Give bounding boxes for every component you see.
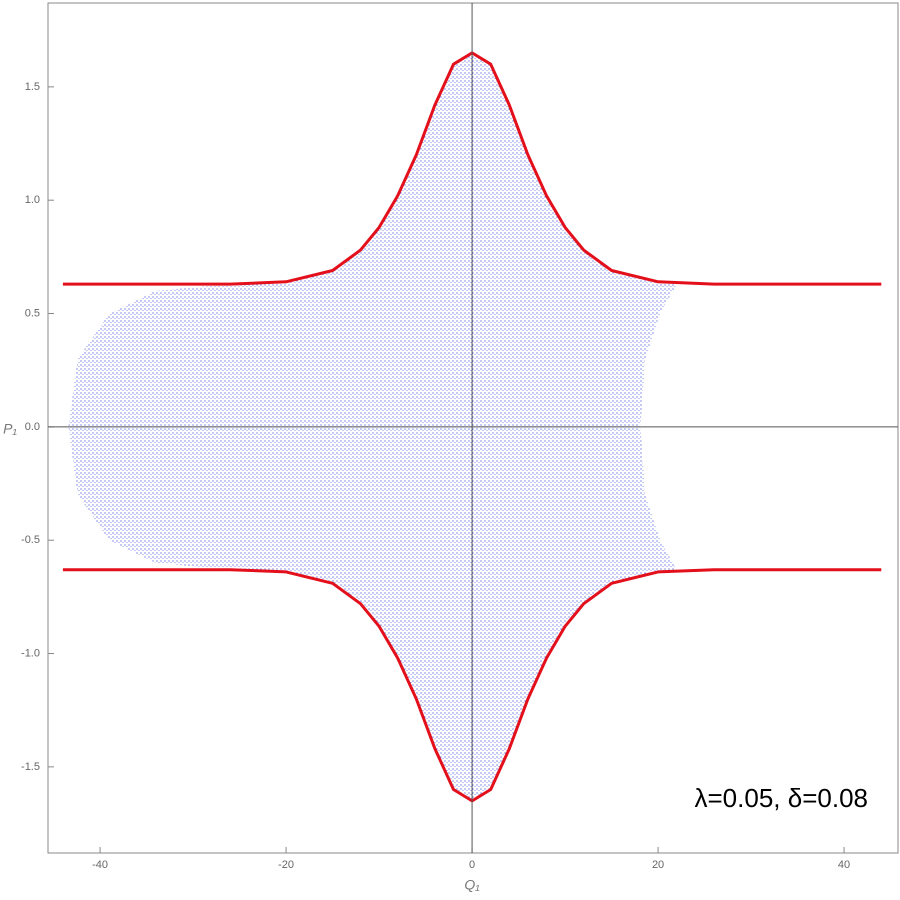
y-axis-label: P₁ xyxy=(3,421,17,437)
x-tick-label: 20 xyxy=(652,859,664,871)
y-tick-label: 1.5 xyxy=(25,81,40,93)
y-tick-label: 0.0 xyxy=(25,421,40,433)
x-axis-label: Q₁ xyxy=(464,877,480,893)
plot-frame xyxy=(47,2,899,854)
y-tick-label: -1.5 xyxy=(21,761,40,773)
y-tick-label: -1.0 xyxy=(21,647,40,659)
y-tick-label: 0.5 xyxy=(25,307,40,319)
x-tick-label: 0 xyxy=(469,859,475,871)
annotation: λ=0.05, δ=0.08 xyxy=(695,783,869,813)
y-tick-label: 1.0 xyxy=(25,194,40,206)
x-tick-label: 40 xyxy=(838,859,850,871)
x-tick-label: -40 xyxy=(92,859,108,871)
y-tick-label: -0.5 xyxy=(21,534,40,546)
x-tick-label: -20 xyxy=(278,859,294,871)
